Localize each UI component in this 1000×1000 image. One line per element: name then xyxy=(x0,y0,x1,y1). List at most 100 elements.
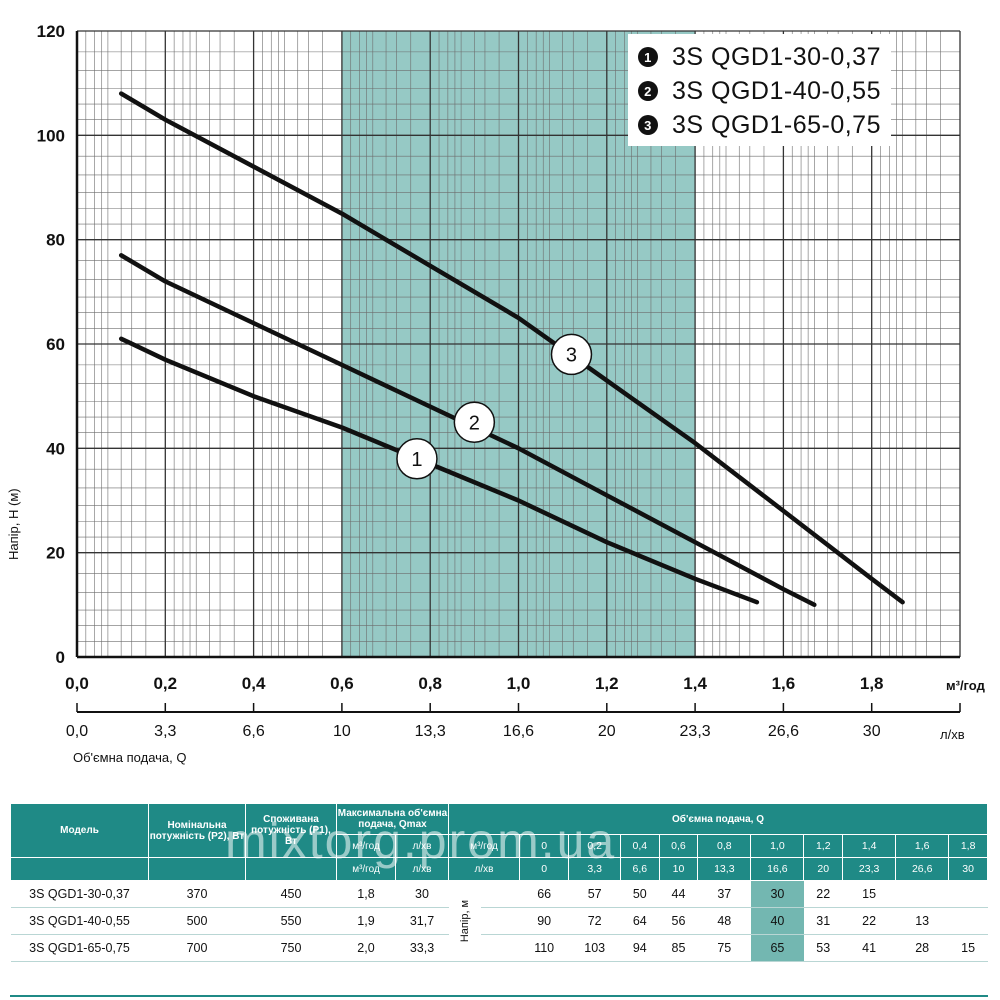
model-cell: 3S QGD1-40-0,55 xyxy=(10,907,149,935)
model-cell: 3S QGD1-65-0,75 xyxy=(10,934,149,962)
x-tick-label: 0,2 xyxy=(153,674,177,693)
specs-table: Модель Номінальна потужність (P2), Вт Сп… xyxy=(10,803,988,962)
p1-cell: 550 xyxy=(245,907,337,935)
p2-cell: 700 xyxy=(148,934,246,962)
x-tick-label: 1,4 xyxy=(683,674,707,693)
flow-lmin-value: 16,6 xyxy=(750,857,805,881)
spacer-cell xyxy=(481,907,520,935)
legend-label: 3S QGD1-40-0,55 xyxy=(672,76,881,105)
series-line-3 xyxy=(118,91,905,605)
legend-badge-icon: 3 xyxy=(638,115,658,135)
header-qmax-lmin: л/хв xyxy=(395,834,449,858)
header-model-spacer xyxy=(10,857,149,881)
y-tick-label: 120 xyxy=(37,22,65,41)
head-cell: 85 xyxy=(659,934,698,962)
head-cell: 66 xyxy=(519,880,569,908)
x2-tick-label: 6,6 xyxy=(242,723,264,740)
x-tick-label: 1,0 xyxy=(507,674,531,693)
flow-lmin-value: 26,6 xyxy=(895,857,950,881)
x-tick-label: 1,8 xyxy=(860,674,884,693)
x-tick-label: 0,6 xyxy=(330,674,354,693)
qmax-m3-cell: 1,8 xyxy=(336,880,396,908)
table-row: 3S QGD1-40-0,55 500 550 1,9 31,7 90 72 6… xyxy=(10,907,988,935)
x-tick-label: 0,4 xyxy=(242,674,266,693)
head-cell xyxy=(948,880,988,908)
table-row: 3S QGD1-30-0,37 370 450 1,8 30 Напір, м … xyxy=(10,880,988,962)
flow-m3-value: 0,4 xyxy=(620,834,660,858)
qmax-m3-cell: 2,0 xyxy=(336,934,396,962)
flow-lmin-value: 10 xyxy=(658,857,699,881)
header-p1-spacer xyxy=(245,857,337,881)
head-cell: 15 xyxy=(842,880,896,908)
y-tick-label: 60 xyxy=(46,335,65,354)
header-flow-lmin: л/хв xyxy=(448,857,520,881)
head-cell: 22 xyxy=(803,880,843,908)
model-cell: 3S QGD1-30-0,37 xyxy=(10,880,149,908)
head-cell: 22 xyxy=(842,907,896,935)
head-cell: 53 xyxy=(803,934,843,962)
p2-cell: 370 xyxy=(148,880,246,908)
header-qmax-lmin-2: л/хв xyxy=(395,857,449,881)
head-cell: 103 xyxy=(568,934,621,962)
qmax-m3-cell: 1,9 xyxy=(336,907,396,935)
y-axis-label: Напір, Н (м) xyxy=(6,488,21,560)
head-cell: 56 xyxy=(659,907,698,935)
head-cell: 64 xyxy=(620,907,660,935)
legend-item: 3 3S QGD1-65-0,75 xyxy=(638,108,881,142)
legend-badge-icon: 1 xyxy=(638,47,658,67)
table-row: 3S QGD1-65-0,75 700 750 2,0 33,3 110 103… xyxy=(10,934,988,962)
x2-axis-unit: л/хв xyxy=(940,727,965,742)
x2-tick-label: 20 xyxy=(598,723,616,740)
flow-m3-value: 1,8 xyxy=(948,834,988,858)
legend-label: 3S QGD1-65-0,75 xyxy=(672,110,881,139)
x2-tick-label: 16,6 xyxy=(503,723,534,740)
x-tick-label: 1,6 xyxy=(772,674,796,693)
header-p2-spacer xyxy=(148,857,246,881)
spacer-cell xyxy=(481,880,520,908)
x-axis-title: Об'ємна подача, Q xyxy=(73,750,187,765)
y-tick-label: 80 xyxy=(46,231,65,250)
y-tick-label: 100 xyxy=(37,126,65,145)
p1-cell: 450 xyxy=(245,880,337,908)
head-cell: 94 xyxy=(620,934,660,962)
x2-tick-label: 13,3 xyxy=(415,723,446,740)
header-model: Модель xyxy=(10,803,149,858)
y-tick-label: 40 xyxy=(46,439,65,458)
x2-tick-label: 10 xyxy=(333,723,351,740)
head-cell: 50 xyxy=(620,880,660,908)
header-flow: Об'ємна подача, Q xyxy=(448,803,988,835)
curve-marker-circle xyxy=(396,438,438,480)
head-cell: 110 xyxy=(519,934,569,962)
header-p2: Номінальна потужність (P2), Вт xyxy=(148,803,246,858)
x2-tick-label: 30 xyxy=(863,723,881,740)
x2-tick-label: 23,3 xyxy=(680,723,711,740)
head-cell: 48 xyxy=(697,907,751,935)
qmax-lmin-cell: 30 xyxy=(395,880,449,908)
head-cell: 13 xyxy=(895,907,949,935)
curve-marker-label: 3 xyxy=(566,344,577,366)
header-flow-m3: м³/год xyxy=(448,834,520,858)
legend-badge-icon: 2 xyxy=(638,81,658,101)
y-tick-label: 0 xyxy=(56,648,65,667)
spacer-cell xyxy=(481,934,520,962)
curve-marker-label: 2 xyxy=(469,412,480,434)
legend-label: 3S QGD1-30-0,37 xyxy=(672,42,881,71)
head-cell: 41 xyxy=(842,934,896,962)
header-qmax-m3: м³/год xyxy=(336,834,396,858)
flow-m3-value: 0,8 xyxy=(697,834,752,858)
flow-m3-value: 1,4 xyxy=(842,834,897,858)
flow-m3-value: 1,6 xyxy=(895,834,950,858)
head-label-cell: Напір, м xyxy=(448,880,482,962)
head-cell: 37 xyxy=(697,880,751,908)
header-qmax: Максимальна об'ємна подача, Qmax xyxy=(336,803,449,835)
qmax-lmin-cell: 33,3 xyxy=(395,934,449,962)
header-p1: Споживана потужність (P1), Вт xyxy=(245,803,337,858)
curve-marker-circle xyxy=(550,333,593,376)
head-cell-highlight: 65 xyxy=(750,934,804,962)
y-tick-label: 20 xyxy=(46,544,65,563)
flow-lmin-value: 23,3 xyxy=(842,857,897,881)
x2-tick-label: 26,6 xyxy=(768,723,799,740)
flow-lmin-value: 3,3 xyxy=(568,857,621,881)
flow-m3-value: 0 xyxy=(518,834,570,858)
flow-lmin-value: 13,3 xyxy=(697,857,752,881)
